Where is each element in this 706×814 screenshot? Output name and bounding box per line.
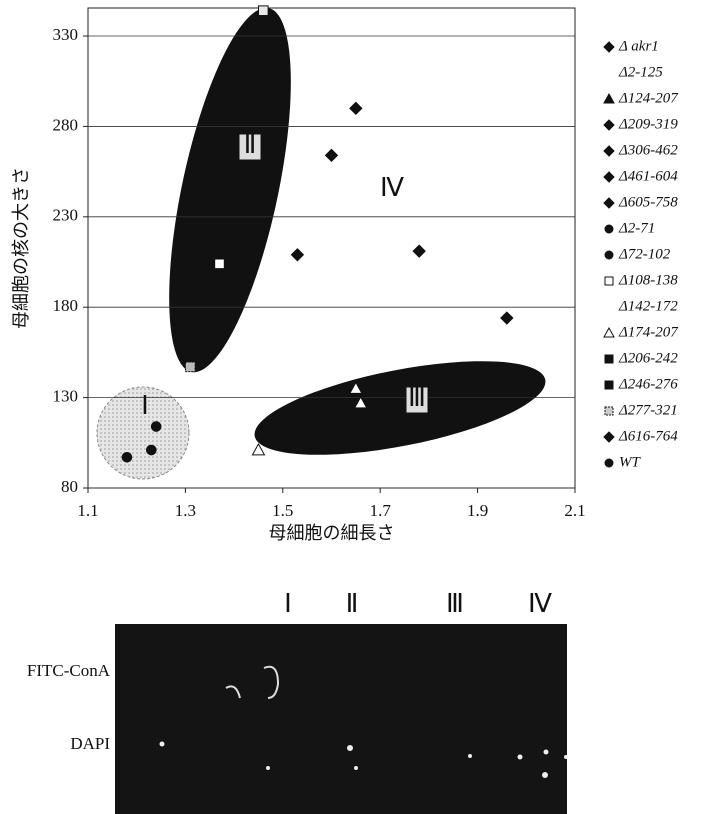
legend-label: Δ461-604 [618, 168, 678, 184]
point [349, 381, 363, 394]
point [121, 451, 133, 463]
legend-label: Δ616-764 [618, 428, 678, 444]
legend-label: Δ277-321 [618, 402, 678, 418]
legend-label: Δ209-319 [618, 116, 678, 132]
point [604, 354, 614, 364]
point [349, 101, 363, 116]
point [500, 311, 514, 325]
point [353, 395, 368, 409]
region-shape [96, 386, 190, 480]
point [603, 41, 615, 53]
point [604, 406, 614, 416]
y-tick-label: 230 [53, 206, 79, 225]
point [603, 119, 615, 131]
micrograph [115, 624, 567, 814]
region-label-box [238, 133, 262, 161]
point [150, 421, 162, 432]
region-label: Ⅰ [141, 391, 149, 420]
x-tick-label: 1.9 [467, 501, 488, 520]
point [604, 380, 614, 390]
x-tick-label: 2.1 [564, 501, 585, 520]
point [604, 250, 614, 260]
point [603, 171, 615, 183]
legend-label: Δ72-102 [618, 246, 671, 262]
region-shape [254, 361, 546, 455]
x-tick-label: 1.3 [175, 501, 196, 520]
point [146, 444, 157, 456]
legend-label: Δ108-138 [618, 272, 678, 288]
x-tick-label: 1.7 [370, 501, 392, 520]
y-tick-label: 330 [53, 25, 79, 44]
point [603, 197, 615, 209]
point [604, 224, 614, 234]
point [603, 431, 615, 443]
region-label: Ⅲ [408, 383, 426, 412]
y-tick-label: 280 [53, 115, 79, 134]
region-label-box [405, 386, 429, 414]
point [184, 361, 196, 373]
column-label: Ⅰ [284, 589, 292, 618]
legend-label: WT [619, 454, 641, 470]
y-axis-label: 母細胞の核の大きさ [11, 167, 32, 329]
micrograph-features [159, 741, 568, 778]
legend-label: Δ2-71 [618, 220, 655, 236]
legend-label: Δ124-207 [618, 90, 679, 106]
region-shape [169, 7, 291, 373]
y-tick-label: 130 [53, 387, 79, 406]
row-label: FITC-ConA [27, 661, 111, 680]
legend-label: Δ246-276 [618, 376, 678, 392]
point [603, 326, 615, 338]
point [290, 248, 305, 262]
y-tick-label: 180 [53, 296, 79, 315]
legend-label: Δ174-207 [618, 324, 679, 340]
column-label: Ⅳ [528, 589, 552, 618]
point [604, 458, 614, 468]
x-tick-label: 1.1 [77, 501, 98, 520]
point [604, 276, 614, 286]
point [603, 145, 615, 157]
column-label: Ⅲ [446, 589, 464, 618]
point [324, 148, 339, 163]
point [603, 92, 615, 104]
x-tick-label: 1.5 [272, 501, 293, 520]
legend-label: Δ2-125 [618, 64, 663, 80]
region-label: Ⅳ [380, 173, 404, 202]
row-label: DAPI [70, 734, 110, 753]
region-label: Ⅱ [244, 130, 257, 159]
legend-label: Δ206-242 [618, 350, 678, 366]
legend-label: Δ605-758 [618, 194, 678, 210]
legend-label: Δ306-462 [618, 142, 678, 158]
point [258, 5, 269, 17]
point [412, 244, 426, 258]
y-tick-label: 80 [61, 477, 78, 496]
legend-label: Δ142-172 [618, 298, 678, 314]
x-axis-label: 母細胞の細長さ [269, 523, 395, 544]
column-label: Ⅱ [346, 589, 359, 618]
legend-label: Δ akr1 [618, 38, 659, 54]
micrograph-features [225, 665, 280, 699]
point [251, 443, 266, 456]
point [214, 258, 225, 270]
